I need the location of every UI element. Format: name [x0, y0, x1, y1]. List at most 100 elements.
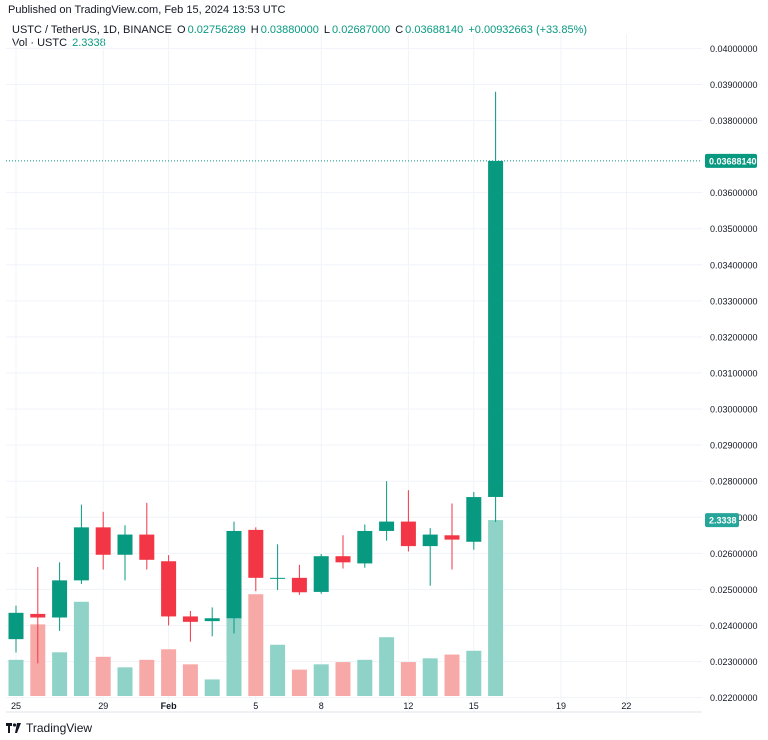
volume-bar — [400, 662, 416, 696]
volume-bar — [444, 654, 460, 696]
candle-body[interactable] — [226, 530, 242, 619]
high-label: H — [250, 24, 259, 36]
price-tick-label: 0.03000000 — [710, 405, 758, 415]
volume-bar — [335, 662, 351, 696]
candle-body[interactable] — [379, 521, 395, 531]
published-caption: Published on TradingView.com, Feb 15, 20… — [8, 4, 286, 16]
price-tick-label: 0.02300000 — [710, 657, 758, 667]
volume-badge-label: 2.3338 — [709, 516, 737, 526]
price-tick-label: 0.02400000 — [710, 621, 758, 631]
candle-body[interactable] — [444, 535, 460, 540]
time-axis: 25 29 Feb 5 8 12 15 19 22 — [6, 701, 702, 713]
time-tick-label: 12 — [403, 701, 413, 711]
price-tick-label: 0.04000000 — [710, 44, 758, 54]
close-label: C — [395, 24, 404, 36]
time-tick-label: 29 — [98, 701, 108, 711]
symbol-header: USTC / TetherUS, 1D, BINANCE O 0.02756289… — [12, 24, 589, 36]
close-value: 0.03688140 — [405, 24, 464, 36]
candle-body[interactable] — [73, 527, 89, 581]
candle-body[interactable] — [313, 556, 329, 592]
change-value: +0.00932663 (+33.85%) — [468, 24, 588, 36]
volume-bar — [270, 644, 286, 696]
price-tick-label: 0.03100000 — [710, 369, 758, 379]
volume-bar — [8, 659, 24, 696]
open-label: O — [177, 24, 186, 36]
tradingview-brand: TradingView — [26, 721, 93, 735]
volume-bar — [204, 679, 220, 696]
candle-body[interactable] — [422, 534, 438, 547]
volume-bar — [95, 656, 111, 696]
low-value: 0.02687000 — [332, 24, 391, 36]
price-tick-label: 0.02800000 — [710, 477, 758, 487]
time-tick-label: 15 — [469, 701, 479, 711]
volume-bar — [466, 650, 482, 696]
volume-bar — [488, 520, 504, 696]
price-tick-label: 0.03800000 — [710, 116, 758, 126]
symbol-title[interactable]: USTC / TetherUS, 1D, BINANCE — [12, 24, 172, 36]
price-tick-label: 0.03200000 — [710, 332, 758, 342]
time-tick-label: Feb — [161, 701, 178, 711]
open-value: 0.02756289 — [187, 24, 246, 36]
candle-body[interactable] — [182, 616, 198, 622]
volume-bar — [139, 659, 155, 696]
volume-bar — [52, 652, 68, 696]
candle-body[interactable] — [161, 561, 177, 617]
time-tick-label: 8 — [319, 701, 324, 711]
volume-bar — [73, 601, 89, 696]
candle-body[interactable] — [488, 160, 504, 497]
candle-body[interactable] — [466, 497, 482, 542]
price-tick-label: 0.02500000 — [710, 585, 758, 595]
candle-body[interactable] — [335, 556, 351, 563]
price-tick-label: 0.03600000 — [710, 188, 758, 198]
volume-label[interactable]: Vol · USTC — [12, 37, 68, 49]
candle-body[interactable] — [139, 534, 155, 560]
price-tick-label: 0.03300000 — [710, 296, 758, 306]
low-label: L — [323, 24, 331, 36]
price-tick-label: 0.03900000 — [710, 80, 758, 90]
price-axis: 0.02200000 0.02300000 0.02400000 0.02500000… — [710, 44, 758, 703]
time-tick-label: 25 — [11, 701, 21, 711]
volume-bar — [379, 637, 395, 696]
candle-body[interactable] — [248, 529, 264, 578]
volume-value: 2.3338 — [72, 37, 106, 49]
time-tick-label: 19 — [556, 701, 566, 711]
volume-badge — [705, 513, 739, 528]
volume-bar — [248, 594, 264, 696]
price-tick-label: 0.02900000 — [710, 441, 758, 451]
candle-body[interactable] — [30, 613, 46, 618]
volume-header: Vol · USTC 2.3338 — [12, 37, 108, 49]
volume-bar — [226, 599, 242, 696]
volume-bars — [8, 520, 504, 696]
candle-body[interactable] — [400, 521, 416, 547]
volume-bar — [422, 658, 438, 696]
price-tick-label: 0.02600000 — [710, 549, 758, 559]
volume-bar — [161, 649, 177, 696]
volume-bar — [182, 664, 198, 696]
volume-bar — [357, 659, 373, 696]
candle-body[interactable] — [357, 530, 373, 564]
chart-grid — [6, 34, 702, 712]
volume-bar — [117, 667, 133, 696]
price-labels: 0.03688140 2.3338 — [705, 153, 757, 528]
tradingview-logo-icon — [6, 723, 21, 733]
candle-body[interactable] — [8, 612, 24, 640]
time-tick-label: 22 — [621, 701, 631, 711]
candle-body[interactable] — [291, 577, 307, 593]
price-tick-label: 0.03400000 — [710, 260, 758, 270]
candle-body[interactable] — [95, 527, 111, 555]
tradingview-footer: TradingView — [6, 719, 92, 737]
volume-bar — [291, 669, 307, 696]
price-tick-label: 0.03500000 — [710, 224, 758, 234]
candle-body[interactable] — [52, 580, 68, 618]
candle-body[interactable] — [204, 618, 220, 622]
volume-bar — [313, 664, 329, 696]
candle-body[interactable] — [117, 534, 133, 555]
candle-body[interactable] — [270, 577, 286, 579]
price-tick-label: 0.02200000 — [710, 693, 758, 703]
time-tick-label: 5 — [253, 701, 258, 711]
candles — [8, 91, 504, 664]
last-price-label: 0.03688140 — [709, 156, 757, 166]
high-value: 0.03880000 — [260, 24, 319, 36]
last-price-badge — [705, 153, 757, 168]
